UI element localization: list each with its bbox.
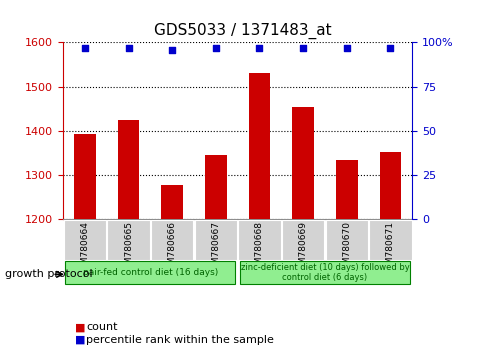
Point	[342, 45, 350, 51]
Text: GDS5033 / 1371483_at: GDS5033 / 1371483_at	[153, 23, 331, 39]
Text: GSM780664: GSM780664	[80, 221, 89, 275]
Point	[299, 45, 306, 51]
Bar	[74, 134, 95, 219]
Text: GSM780669: GSM780669	[298, 221, 307, 276]
Text: growth protocol: growth protocol	[5, 269, 92, 279]
Text: GSM780665: GSM780665	[124, 221, 133, 276]
Point	[386, 45, 393, 51]
Point	[212, 45, 219, 51]
Bar	[335, 160, 357, 219]
Bar	[161, 185, 182, 219]
Text: pair-fed control diet (16 days): pair-fed control diet (16 days)	[83, 268, 217, 277]
Text: GSM780671: GSM780671	[385, 221, 394, 276]
FancyBboxPatch shape	[194, 220, 237, 260]
Bar	[204, 155, 226, 219]
Bar	[117, 120, 139, 219]
FancyBboxPatch shape	[63, 220, 106, 260]
Point	[81, 45, 89, 51]
FancyBboxPatch shape	[65, 261, 235, 284]
Text: GSM780666: GSM780666	[167, 221, 176, 276]
Point	[255, 45, 263, 51]
Text: ■: ■	[75, 322, 86, 332]
Text: GSM780670: GSM780670	[342, 221, 350, 276]
Text: count: count	[86, 322, 118, 332]
FancyBboxPatch shape	[107, 220, 150, 260]
FancyBboxPatch shape	[151, 220, 193, 260]
Bar	[291, 107, 313, 219]
Point	[124, 45, 132, 51]
Bar	[248, 74, 270, 219]
FancyBboxPatch shape	[238, 220, 280, 260]
FancyBboxPatch shape	[325, 220, 367, 260]
Text: zinc-deficient diet (10 days) followed by
control diet (6 days): zinc-deficient diet (10 days) followed b…	[240, 263, 408, 282]
FancyBboxPatch shape	[368, 220, 411, 260]
Text: percentile rank within the sample: percentile rank within the sample	[86, 335, 273, 345]
Text: ■: ■	[75, 335, 86, 345]
Text: GSM780668: GSM780668	[255, 221, 263, 276]
Text: GSM780667: GSM780667	[211, 221, 220, 276]
Point	[168, 47, 176, 52]
FancyBboxPatch shape	[281, 220, 324, 260]
FancyBboxPatch shape	[239, 261, 409, 284]
Bar	[378, 152, 400, 219]
